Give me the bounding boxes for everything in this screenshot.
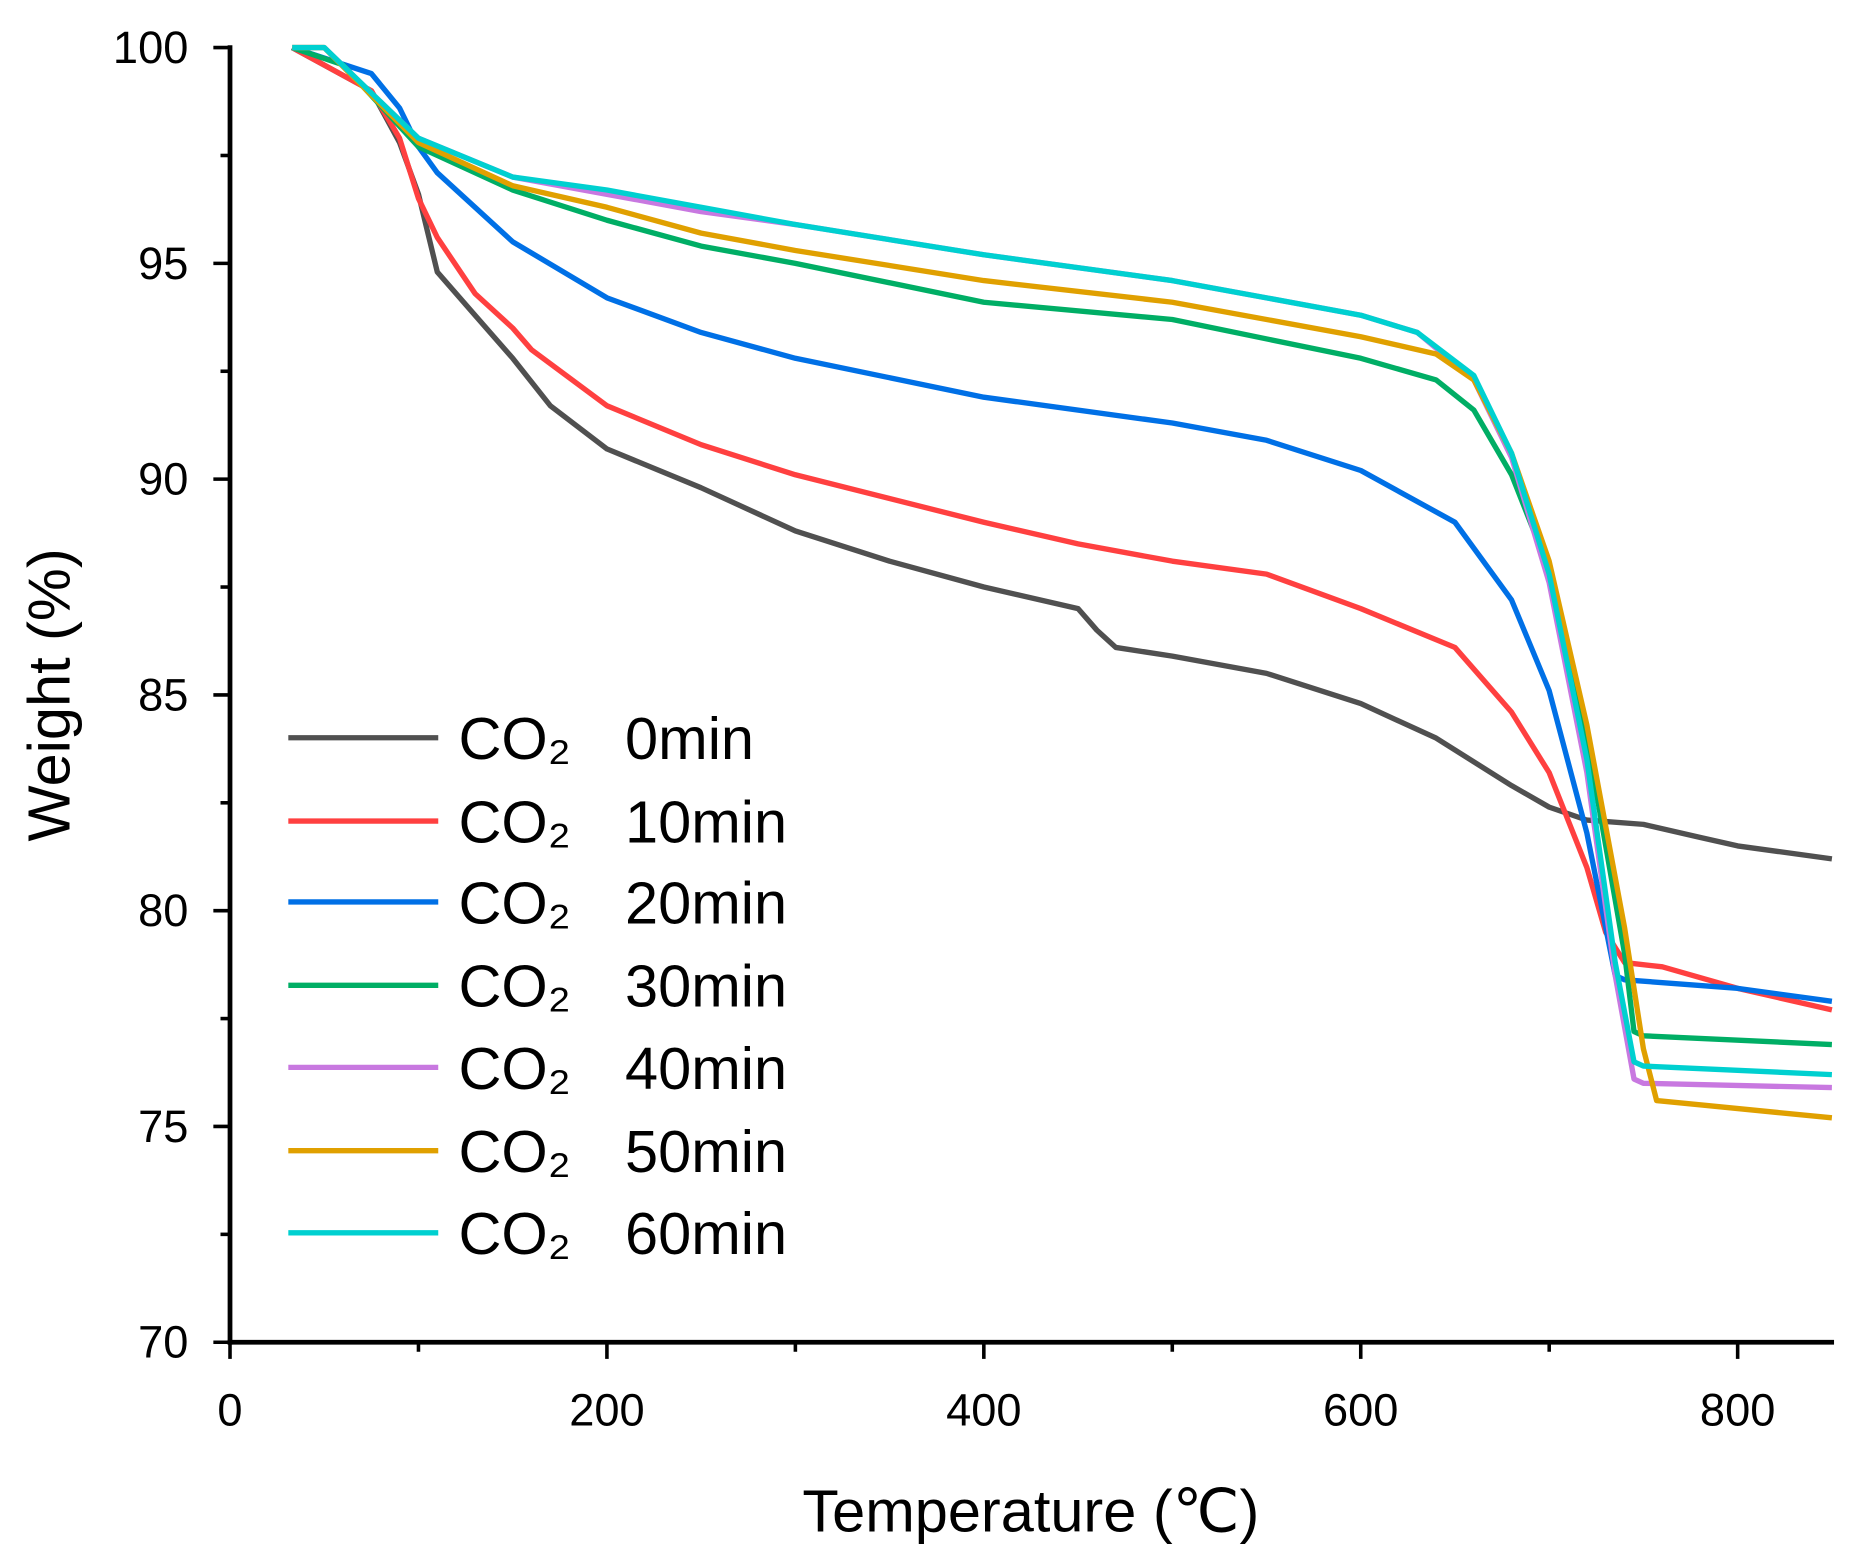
y-tick-label: 75 xyxy=(138,1101,188,1152)
y-tick-label: 85 xyxy=(138,669,188,720)
legend-item: CO₂ 0min xyxy=(288,705,754,772)
legend-label: CO₂ xyxy=(458,869,570,936)
ticks: 0 200 400 600 800 70 75 80 85 90 95 100 xyxy=(113,22,1775,1435)
x-tick-label: 200 xyxy=(569,1385,644,1436)
legend-label-time: 40min xyxy=(625,1035,787,1102)
legend-item: CO₂ 30min xyxy=(288,953,787,1020)
series-line-0 xyxy=(290,45,1833,862)
legend-label: CO₂ xyxy=(458,788,570,855)
legend-label-time: 30min xyxy=(625,953,787,1020)
legend-label: CO₂ xyxy=(458,953,570,1020)
x-axis-title: Temperature (℃) xyxy=(802,1477,1259,1544)
legend-item: CO₂ 50min xyxy=(288,1118,787,1185)
y-tick-label: 100 xyxy=(113,22,188,73)
legend-label-time: 0min xyxy=(625,705,754,772)
legend-item: CO₂ 40min xyxy=(288,1035,787,1102)
legend-item: CO₂ 20min xyxy=(288,869,787,936)
x-tick-label: 400 xyxy=(946,1385,1021,1436)
y-tick-label: 80 xyxy=(138,885,188,936)
legend-label: CO₂ xyxy=(458,705,570,772)
series-line-5 xyxy=(292,44,1833,1121)
legend-label-time: 10min xyxy=(625,788,787,855)
y-tick-label: 70 xyxy=(138,1317,188,1368)
legend-label-time: 20min xyxy=(625,869,787,936)
legend-label: CO₂ xyxy=(458,1035,570,1102)
y-tick-label: 95 xyxy=(138,238,188,289)
series-line-6 xyxy=(292,44,1833,1078)
legend-label-time: 50min xyxy=(625,1118,787,1185)
series-line-3 xyxy=(291,45,1833,1048)
series-line-2 xyxy=(291,45,1833,1004)
legend-item: CO₂ 60min xyxy=(288,1200,787,1267)
x-tick-label: 800 xyxy=(1700,1385,1775,1436)
x-tick-label: 600 xyxy=(1323,1385,1398,1436)
series-layer xyxy=(290,44,1833,1121)
legend-label: CO₂ xyxy=(458,1118,570,1185)
x-tick-label: 0 xyxy=(217,1385,242,1436)
legend-item: CO₂ 10min xyxy=(288,788,787,855)
y-tick-label: 90 xyxy=(138,454,188,505)
legend-label: CO₂ xyxy=(458,1200,570,1267)
legend-label-time: 60min xyxy=(625,1200,787,1267)
y-axis-title: Weight (%) xyxy=(15,548,82,841)
